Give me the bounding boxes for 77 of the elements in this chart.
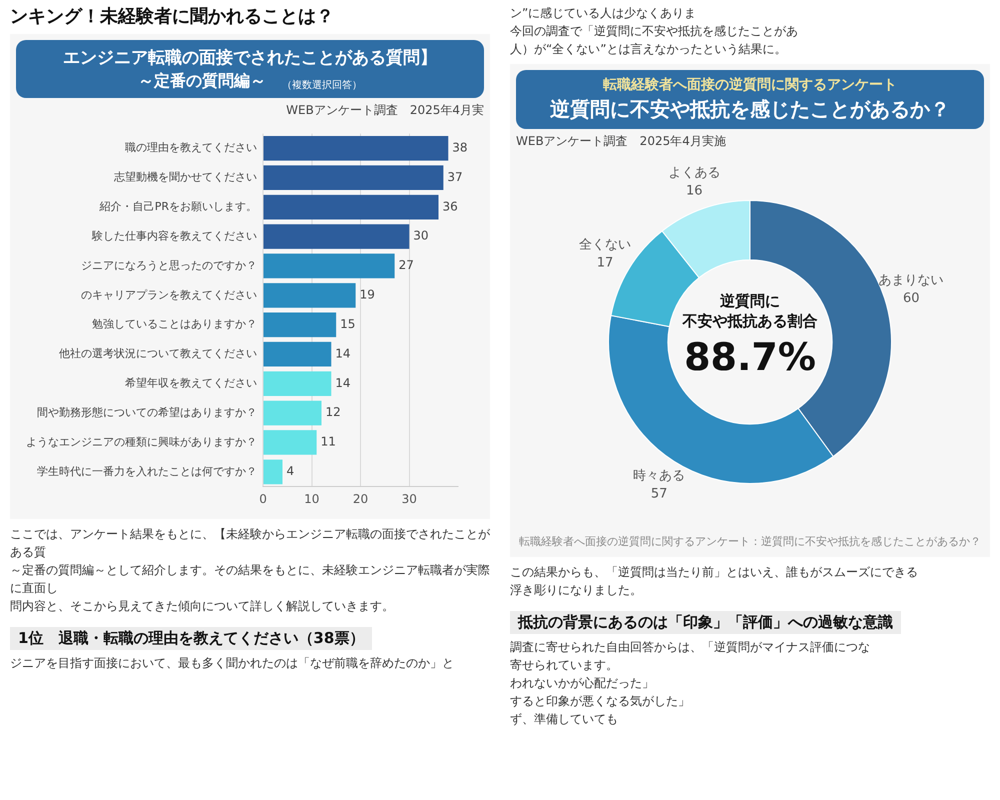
data-label: 30 (413, 228, 429, 243)
data-label: 15 (340, 316, 356, 331)
text: すると印象が悪くなる気がした」 (510, 693, 690, 710)
chart-subtitle: 逆質問に不安や抵抗を感じたことがあるか？ (550, 96, 950, 123)
text: 88.7% (684, 334, 816, 379)
text: 抵抗の背景にあるのは「印象」「評価」への過敏な意識 (510, 611, 901, 634)
bar (264, 136, 448, 161)
slice-label: よくある (668, 165, 720, 180)
data-label: 57 (650, 486, 668, 502)
text: 人）が“全くない”とは言えなかったという結果に。 (510, 41, 786, 58)
data-label: 38 (452, 140, 468, 154)
y-tick-label: ジニアになろうと思ったのですか？ (81, 258, 257, 272)
text: ンキング！未経験者に聞かれることは？ (10, 5, 334, 28)
y-tick-label: 職の理由を教えてください (125, 141, 257, 154)
bar (264, 371, 332, 396)
slice-label: あまりない (878, 272, 944, 288)
x-tick-label: 30 (402, 492, 417, 506)
data-label: 14 (335, 376, 351, 390)
text: 今回の調査で「逆質問に不安や抵抗を感じたことがあ (510, 23, 798, 40)
text: ～定番の質問編～として紹介します。その結果をもとに、未経験エンジニア転職者が実際に直面し (10, 562, 490, 597)
bar (264, 254, 395, 278)
text: 問内容と、そこから見えてきた傾向について詳しく解説していきます。 (10, 598, 394, 615)
data-label: 4 (286, 464, 294, 478)
data-label: 11 (320, 434, 336, 449)
text: 調査に寄せられた自由回答からは、「逆質問がマイナス評価につな (510, 639, 870, 656)
x-tick-label: 0 (259, 492, 267, 506)
title-banner: エンジニア転職の面接でされたことがある質問】 ～定番の質問編～ （複数選択回答） (16, 40, 484, 98)
text: ず、準備していても (510, 711, 618, 728)
y-tick-label: 他社の選考状況について教えてください (59, 347, 257, 360)
text: 不安や抵抗ある割合 (682, 312, 818, 330)
text: WEBアンケート調査 2025年4月実 (286, 102, 484, 119)
title-banner: 転職経験者へ面接の逆質問に関するアンケート 逆質問に不安や抵抗を感じたことがあるか？ (516, 70, 984, 129)
bar (264, 460, 282, 484)
y-tick-label: 紹介・自己PRをお願いします。 (98, 200, 257, 213)
y-tick-label: 学生時代に一番力を入れたことは何ですか？ (37, 464, 257, 478)
data-label: 36 (442, 199, 458, 214)
bar (264, 342, 332, 367)
data-label: 17 (596, 256, 614, 271)
data-label: 60 (902, 290, 920, 306)
y-tick-label: 希望年収を教えてください (125, 376, 257, 390)
x-tick-label: 10 (304, 492, 320, 506)
bar (264, 165, 444, 190)
data-label: 37 (447, 170, 463, 184)
y-tick-label: 験した仕事内容を教えてください (91, 229, 257, 242)
slice-label: 時々ある (633, 468, 686, 484)
bar (264, 312, 336, 338)
y-tick-label: 勉強していることはありますか？ (92, 318, 257, 331)
text: 逆質問に (719, 292, 780, 310)
text: 寄せられています。 (510, 657, 618, 674)
text: われないかが心配だった」 (510, 675, 654, 692)
data-label: 12 (326, 405, 341, 420)
bar (264, 400, 322, 426)
chart-subtitle: ～定番の質問編～ (138, 71, 266, 92)
data-label: 27 (398, 258, 414, 272)
y-tick-label: 間や勤務形態についての希望はありますか？ (37, 406, 257, 419)
x-tick-label: 20 (352, 492, 368, 506)
bar (264, 224, 410, 249)
text: ン”に感じている人は少なくありま (510, 5, 696, 22)
y-tick-label: 志望動機を聞かせてください (114, 170, 257, 184)
chart-title: エンジニア転職の面接でされたことがある質問】 (63, 47, 437, 69)
data-label: 19 (360, 288, 375, 302)
text: 転職経験者へ面接の逆質問に関するアンケート：逆質問に不安や抵抗を感じたことがあるか？ (519, 534, 981, 549)
y-tick-label: のキャリアプランを教えてください (81, 288, 257, 302)
chart-title: 転職経験者へ面接の逆質問に関するアンケート (603, 76, 897, 94)
slice-label: 全くない (579, 238, 632, 253)
text: ここでは、アンケート結果をもとに、【未経験からエンジニア転職の面接でされたことがある質 (10, 526, 490, 561)
bar (264, 430, 317, 455)
y-tick-label: ようなエンジニアの種類に興味がありますか？ (26, 435, 257, 448)
bar (264, 283, 356, 308)
text: ジニアを目指す面接において、最も多く聞かれたのは「なぜ前職を辞めたのか」と (10, 655, 454, 672)
text: この結果からも、「逆質問は当たり前」とはいえ、誰もがスムーズにできる (510, 564, 918, 581)
data-label: 14 (335, 346, 351, 360)
bar (264, 194, 438, 220)
text: 浮き彫りになりました。 (510, 582, 642, 599)
text: 1位 退職・転職の理由を教えてください（38票） (10, 627, 372, 650)
text: WEBアンケート調査 2025年4月実施 (516, 133, 726, 150)
data-label: 16 (686, 183, 703, 198)
